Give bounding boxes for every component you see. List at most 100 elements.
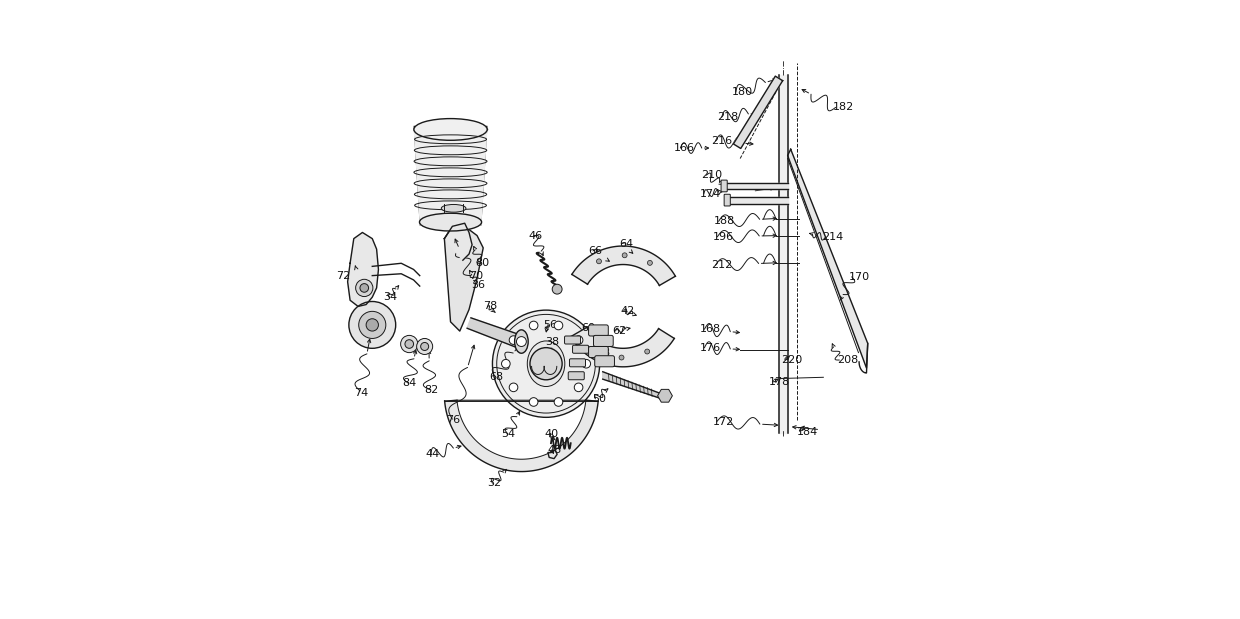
Text: 66: 66 (588, 246, 601, 256)
Circle shape (366, 319, 378, 331)
Circle shape (529, 397, 538, 406)
Text: 40: 40 (544, 429, 559, 439)
Text: 72: 72 (336, 271, 350, 280)
Text: 48: 48 (548, 445, 562, 455)
Text: 46: 46 (528, 230, 543, 241)
Circle shape (574, 335, 583, 344)
Circle shape (529, 348, 562, 380)
Circle shape (622, 253, 627, 258)
Text: 220: 220 (781, 355, 802, 365)
Polygon shape (572, 246, 676, 285)
Circle shape (517, 337, 526, 347)
Text: 188: 188 (714, 217, 735, 227)
Circle shape (417, 339, 433, 355)
Text: 78: 78 (484, 301, 497, 311)
Text: 42: 42 (620, 306, 634, 316)
Circle shape (529, 321, 538, 330)
Circle shape (348, 301, 396, 348)
Polygon shape (733, 76, 782, 149)
Circle shape (552, 284, 562, 294)
Circle shape (356, 279, 373, 297)
Text: 82: 82 (424, 384, 439, 394)
Text: 168: 168 (701, 324, 722, 334)
FancyBboxPatch shape (569, 359, 585, 367)
FancyBboxPatch shape (564, 336, 580, 344)
FancyBboxPatch shape (568, 372, 584, 379)
Polygon shape (779, 76, 787, 433)
Text: 170: 170 (849, 272, 870, 282)
Text: 60: 60 (582, 323, 595, 333)
Polygon shape (657, 389, 672, 402)
Circle shape (405, 340, 414, 348)
Circle shape (501, 360, 510, 368)
Text: 36: 36 (471, 280, 485, 290)
Circle shape (647, 261, 652, 266)
Text: 32: 32 (487, 478, 502, 488)
FancyBboxPatch shape (589, 325, 609, 336)
Text: 70: 70 (469, 271, 484, 280)
Text: 58: 58 (596, 348, 611, 358)
Ellipse shape (419, 214, 481, 231)
Text: 54: 54 (502, 429, 516, 439)
Text: 216: 216 (712, 136, 733, 145)
Circle shape (510, 335, 518, 344)
Text: 212: 212 (712, 260, 733, 270)
Text: 174: 174 (699, 189, 720, 199)
Text: 76: 76 (446, 415, 460, 425)
Text: 172: 172 (713, 417, 734, 426)
Circle shape (645, 349, 650, 354)
Text: 62: 62 (613, 326, 626, 336)
Ellipse shape (414, 119, 487, 141)
Circle shape (619, 355, 624, 360)
FancyBboxPatch shape (724, 194, 730, 206)
Polygon shape (445, 400, 598, 472)
Polygon shape (728, 197, 787, 204)
Text: 34: 34 (383, 292, 397, 302)
Circle shape (360, 284, 368, 292)
Polygon shape (570, 327, 675, 367)
Ellipse shape (515, 330, 528, 353)
Text: 182: 182 (832, 102, 854, 113)
Polygon shape (444, 223, 472, 260)
Polygon shape (414, 129, 487, 225)
Text: 214: 214 (822, 232, 843, 243)
FancyBboxPatch shape (722, 180, 727, 192)
Circle shape (554, 321, 563, 330)
Ellipse shape (527, 341, 564, 386)
Text: 184: 184 (797, 426, 818, 436)
Text: 50: 50 (593, 394, 606, 404)
Polygon shape (467, 318, 527, 350)
Text: 38: 38 (544, 337, 559, 347)
Polygon shape (347, 233, 378, 306)
Polygon shape (603, 372, 660, 398)
Circle shape (594, 347, 599, 352)
Ellipse shape (441, 204, 466, 212)
Text: 218: 218 (718, 112, 739, 122)
Text: 52: 52 (549, 357, 563, 367)
Circle shape (510, 383, 518, 392)
Polygon shape (787, 149, 868, 368)
Text: 180: 180 (732, 87, 753, 97)
Circle shape (492, 310, 600, 417)
FancyBboxPatch shape (594, 335, 614, 347)
FancyBboxPatch shape (595, 356, 615, 367)
Text: 84: 84 (403, 378, 417, 389)
Text: 208: 208 (837, 355, 858, 365)
Text: 80: 80 (475, 258, 490, 268)
Text: 178: 178 (769, 377, 790, 387)
Polygon shape (724, 183, 787, 189)
Circle shape (574, 383, 583, 392)
Text: 166: 166 (675, 143, 696, 153)
Text: 210: 210 (702, 170, 723, 180)
Polygon shape (444, 227, 484, 331)
FancyBboxPatch shape (573, 345, 589, 353)
Text: 44: 44 (425, 449, 440, 459)
Text: 74: 74 (353, 387, 368, 397)
FancyBboxPatch shape (589, 347, 609, 358)
Circle shape (420, 342, 429, 350)
Text: 68: 68 (490, 372, 503, 383)
Text: 64: 64 (619, 238, 632, 249)
Text: 56: 56 (543, 320, 557, 330)
Text: 196: 196 (713, 232, 734, 242)
Circle shape (401, 335, 418, 353)
